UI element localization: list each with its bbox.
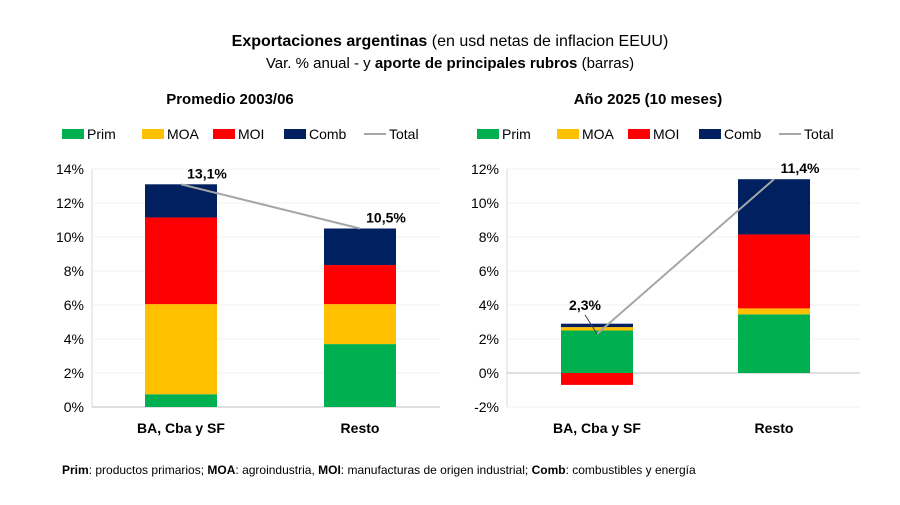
total-data-label: 11,4% — [781, 160, 820, 176]
bar-segment-moi — [738, 234, 810, 309]
total-data-label: 10,5% — [366, 210, 406, 226]
legend-label-comb: Comb — [309, 126, 347, 142]
bar-segment-moa — [561, 327, 633, 331]
y-tick-label: 10% — [56, 229, 84, 245]
x-tick-label: BA, Cba y SF — [553, 420, 641, 436]
bar-segment-prim — [738, 314, 810, 373]
total-data-label: 2,3% — [569, 297, 601, 313]
y-tick-label: 0% — [479, 365, 499, 381]
legend-swatch-moi — [628, 129, 650, 139]
main-title: Exportaciones argentinas (en usd netas d… — [232, 33, 669, 50]
legend-swatch-comb — [699, 129, 721, 139]
y-tick-label: -2% — [474, 399, 499, 415]
y-tick-label: 12% — [56, 195, 84, 211]
x-tick-label: BA, Cba y SF — [137, 420, 225, 436]
legend-swatch-prim — [62, 129, 84, 139]
bar-segment-moi — [561, 373, 633, 385]
panel-title: Promedio 2003/06 — [166, 91, 294, 108]
legend-swatch-comb — [284, 129, 306, 139]
bar-segment-comb — [738, 179, 810, 235]
total-data-label: 13,1% — [187, 165, 227, 181]
bar-segment-prim — [324, 344, 396, 407]
legend-label-moi: MOI — [238, 126, 264, 142]
bar-segment-moi — [324, 265, 396, 305]
legend-swatch-prim — [477, 129, 499, 139]
x-tick-label: Resto — [755, 420, 794, 436]
panel-title: Año 2025 (10 meses) — [574, 91, 722, 108]
footnote: Prim: productos primarios; MOA: agroindu… — [62, 463, 696, 477]
label-leader-line — [584, 314, 598, 335]
legend-label-total: Total — [804, 126, 834, 142]
y-tick-label: 8% — [479, 229, 499, 245]
legend-swatch-moa — [142, 129, 164, 139]
y-tick-label: 4% — [479, 297, 499, 313]
legend-swatch-moi — [213, 129, 235, 139]
y-tick-label: 10% — [471, 195, 499, 211]
bar-segment-comb — [145, 184, 217, 218]
total-line — [596, 178, 775, 335]
legend-label-total: Total — [389, 126, 419, 142]
bar-segment-prim — [145, 394, 217, 407]
y-tick-label: 2% — [479, 331, 499, 347]
y-tick-label: 14% — [56, 161, 84, 177]
y-tick-label: 4% — [64, 331, 84, 347]
y-tick-label: 8% — [64, 263, 84, 279]
bar-segment-moi — [145, 217, 217, 305]
y-tick-label: 6% — [479, 263, 499, 279]
legend-label-moi: MOI — [653, 126, 679, 142]
legend-label-moa: MOA — [167, 126, 200, 142]
legend-label-prim: Prim — [87, 126, 116, 142]
legend-label-comb: Comb — [724, 126, 762, 142]
bar-segment-moa — [145, 304, 217, 395]
bar-segment-prim — [561, 330, 633, 373]
legend-label-prim: Prim — [502, 126, 531, 142]
y-tick-label: 12% — [471, 161, 499, 177]
y-tick-label: 0% — [64, 399, 84, 415]
y-tick-label: 6% — [64, 297, 84, 313]
bar-segment-comb — [324, 228, 396, 266]
total-line — [180, 183, 361, 230]
bar-segment-moa — [324, 304, 396, 345]
bar-segment-moa — [738, 308, 810, 315]
legend-swatch-moa — [557, 129, 579, 139]
bar-segment-comb — [561, 323, 633, 328]
x-tick-label: Resto — [341, 420, 380, 436]
y-tick-label: 2% — [64, 365, 84, 381]
legend-label-moa: MOA — [582, 126, 615, 142]
subtitle: Var. % anual - y aporte de principales r… — [266, 55, 634, 72]
